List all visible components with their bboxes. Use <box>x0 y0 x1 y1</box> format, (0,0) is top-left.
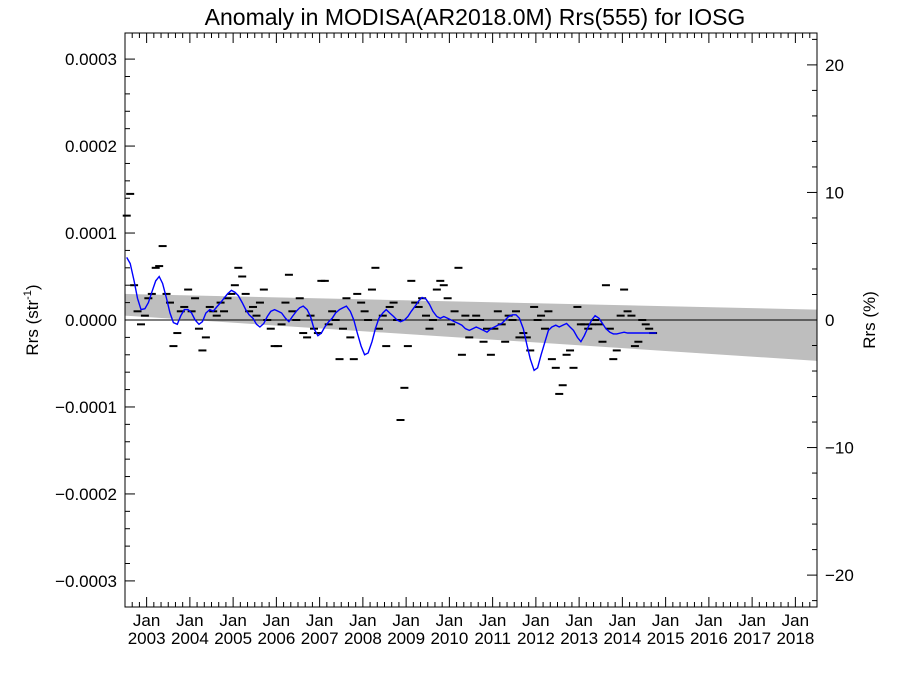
x-tick-label-month: Jan <box>436 611 463 630</box>
x-tick-label-year: 2018 <box>776 629 814 648</box>
y-axis-label-left-close: ) <box>23 284 42 290</box>
y-tick-label-left: 0.0003 <box>65 50 117 69</box>
x-tick-label-year: 2017 <box>733 629 771 648</box>
x-tick-label-year: 2016 <box>690 629 728 648</box>
x-tick-label-year: 2008 <box>344 629 382 648</box>
x-tick-label-year: 2012 <box>517 629 555 648</box>
y-axis-label-left-exponent: -1 <box>22 290 34 300</box>
x-tick-label-year: 2014 <box>603 629 641 648</box>
y-tick-label-left: 0.0001 <box>65 224 117 243</box>
x-tick-label-month: Jan <box>306 611 333 630</box>
x-tick-label-month: Jan <box>522 611 549 630</box>
y-tick-label-left: −0.0002 <box>55 485 117 504</box>
x-tick-label-year: 2004 <box>171 629 209 648</box>
chart-title: Anomaly in MODISA(AR2018.0M) Rrs(555) fo… <box>205 4 746 30</box>
y-axis-label-right: Rrs (%) <box>860 291 879 349</box>
y-tick-label-right: 0 <box>825 311 834 330</box>
x-tick-label-month: Jan <box>133 611 160 630</box>
x-tick-label-year: 2010 <box>430 629 468 648</box>
x-tick-label-year: 2007 <box>301 629 339 648</box>
y-axis-label-left: Rrs (str-1) <box>22 284 42 355</box>
y-tick-label-left: −0.0003 <box>55 572 117 591</box>
x-tick-label-year: 2005 <box>214 629 252 648</box>
y-tick-label-left: 0.0000 <box>65 311 117 330</box>
x-tick-label-month: Jan <box>479 611 506 630</box>
y-tick-label-right: 20 <box>825 56 844 75</box>
x-tick-label-month: Jan <box>609 611 636 630</box>
x-tick-label-month: Jan <box>219 611 246 630</box>
y-tick-label-right: 10 <box>825 183 844 202</box>
x-tick-label-year: 2006 <box>257 629 295 648</box>
x-tick-label-month: Jan <box>652 611 679 630</box>
y-tick-label-left: 0.0002 <box>65 137 117 156</box>
y-axis-label-left-main: Rrs (str <box>23 300 42 356</box>
x-tick-label-month: Jan <box>782 611 809 630</box>
y-tick-label-left: −0.0001 <box>55 398 117 417</box>
x-tick-label-year: 2009 <box>387 629 425 648</box>
x-tick-label-month: Jan <box>695 611 722 630</box>
x-tick-label-month: Jan <box>738 611 765 630</box>
smoothed-series-line <box>126 257 657 372</box>
x-tick-label-month: Jan <box>349 611 376 630</box>
x-tick-label-year: 2015 <box>647 629 685 648</box>
x-tick-label-year: 2013 <box>560 629 598 648</box>
x-tick-label-month: Jan <box>263 611 290 630</box>
x-tick-label-year: 2011 <box>474 629 511 648</box>
x-tick-label-month: Jan <box>176 611 203 630</box>
x-tick-label-month: Jan <box>392 611 419 630</box>
y-tick-label-right: −10 <box>825 439 854 458</box>
x-tick-label-year: 2003 <box>128 629 166 648</box>
x-tick-label-month: Jan <box>565 611 592 630</box>
trend-confidence-band <box>125 293 817 361</box>
y-tick-label-right: −20 <box>825 566 854 585</box>
